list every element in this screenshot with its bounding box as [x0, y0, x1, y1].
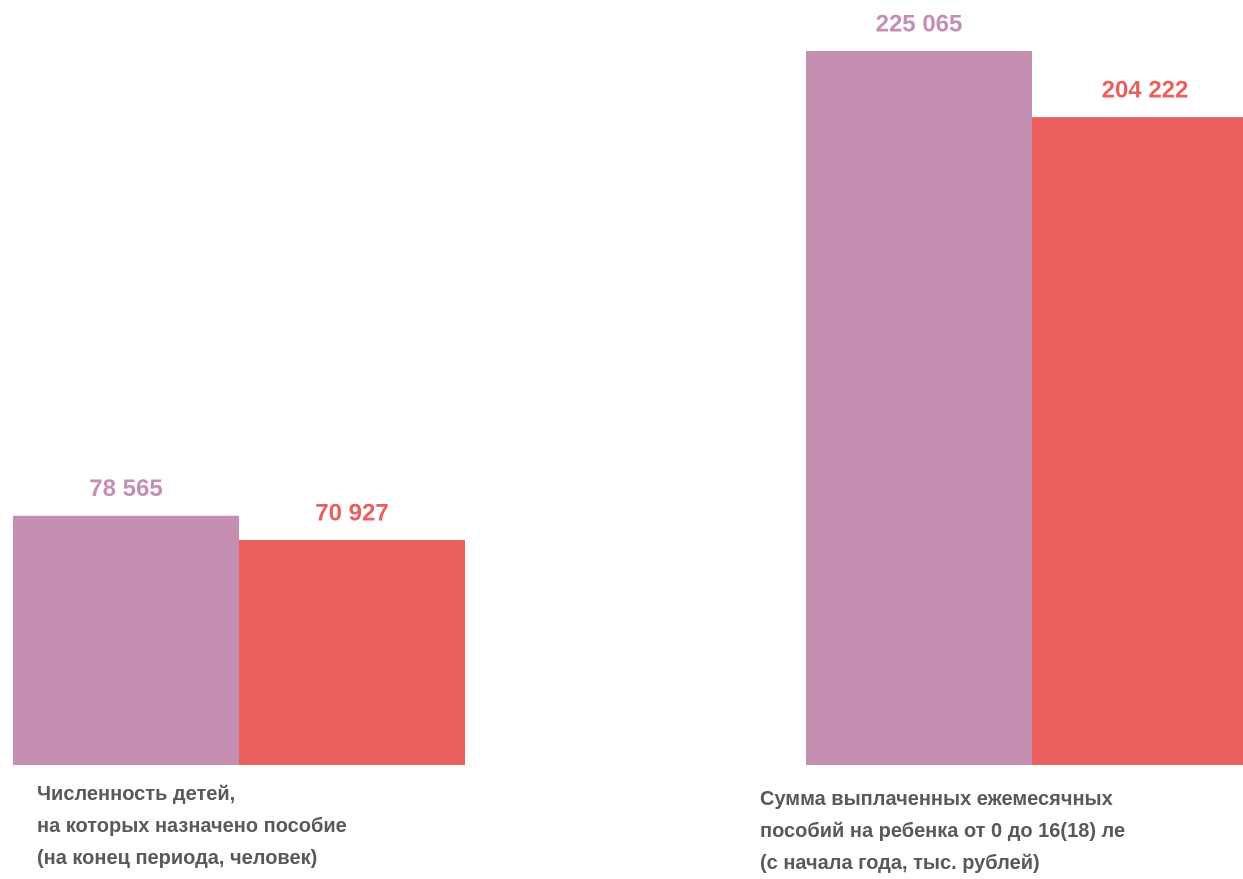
category-label: Сумма выплаченных ежемесячных пособий на… — [760, 788, 1126, 874]
bar — [806, 51, 1032, 765]
bar — [1032, 117, 1243, 766]
category-label: Численность детей, на которых назначено … — [37, 783, 347, 869]
value-label: 78 565 — [89, 475, 162, 502]
value-label: 225 065 — [876, 10, 963, 37]
value-label: 70 927 — [315, 499, 388, 526]
value-label: 204 222 — [1102, 76, 1189, 103]
bar — [13, 515, 239, 765]
bar — [239, 539, 465, 765]
